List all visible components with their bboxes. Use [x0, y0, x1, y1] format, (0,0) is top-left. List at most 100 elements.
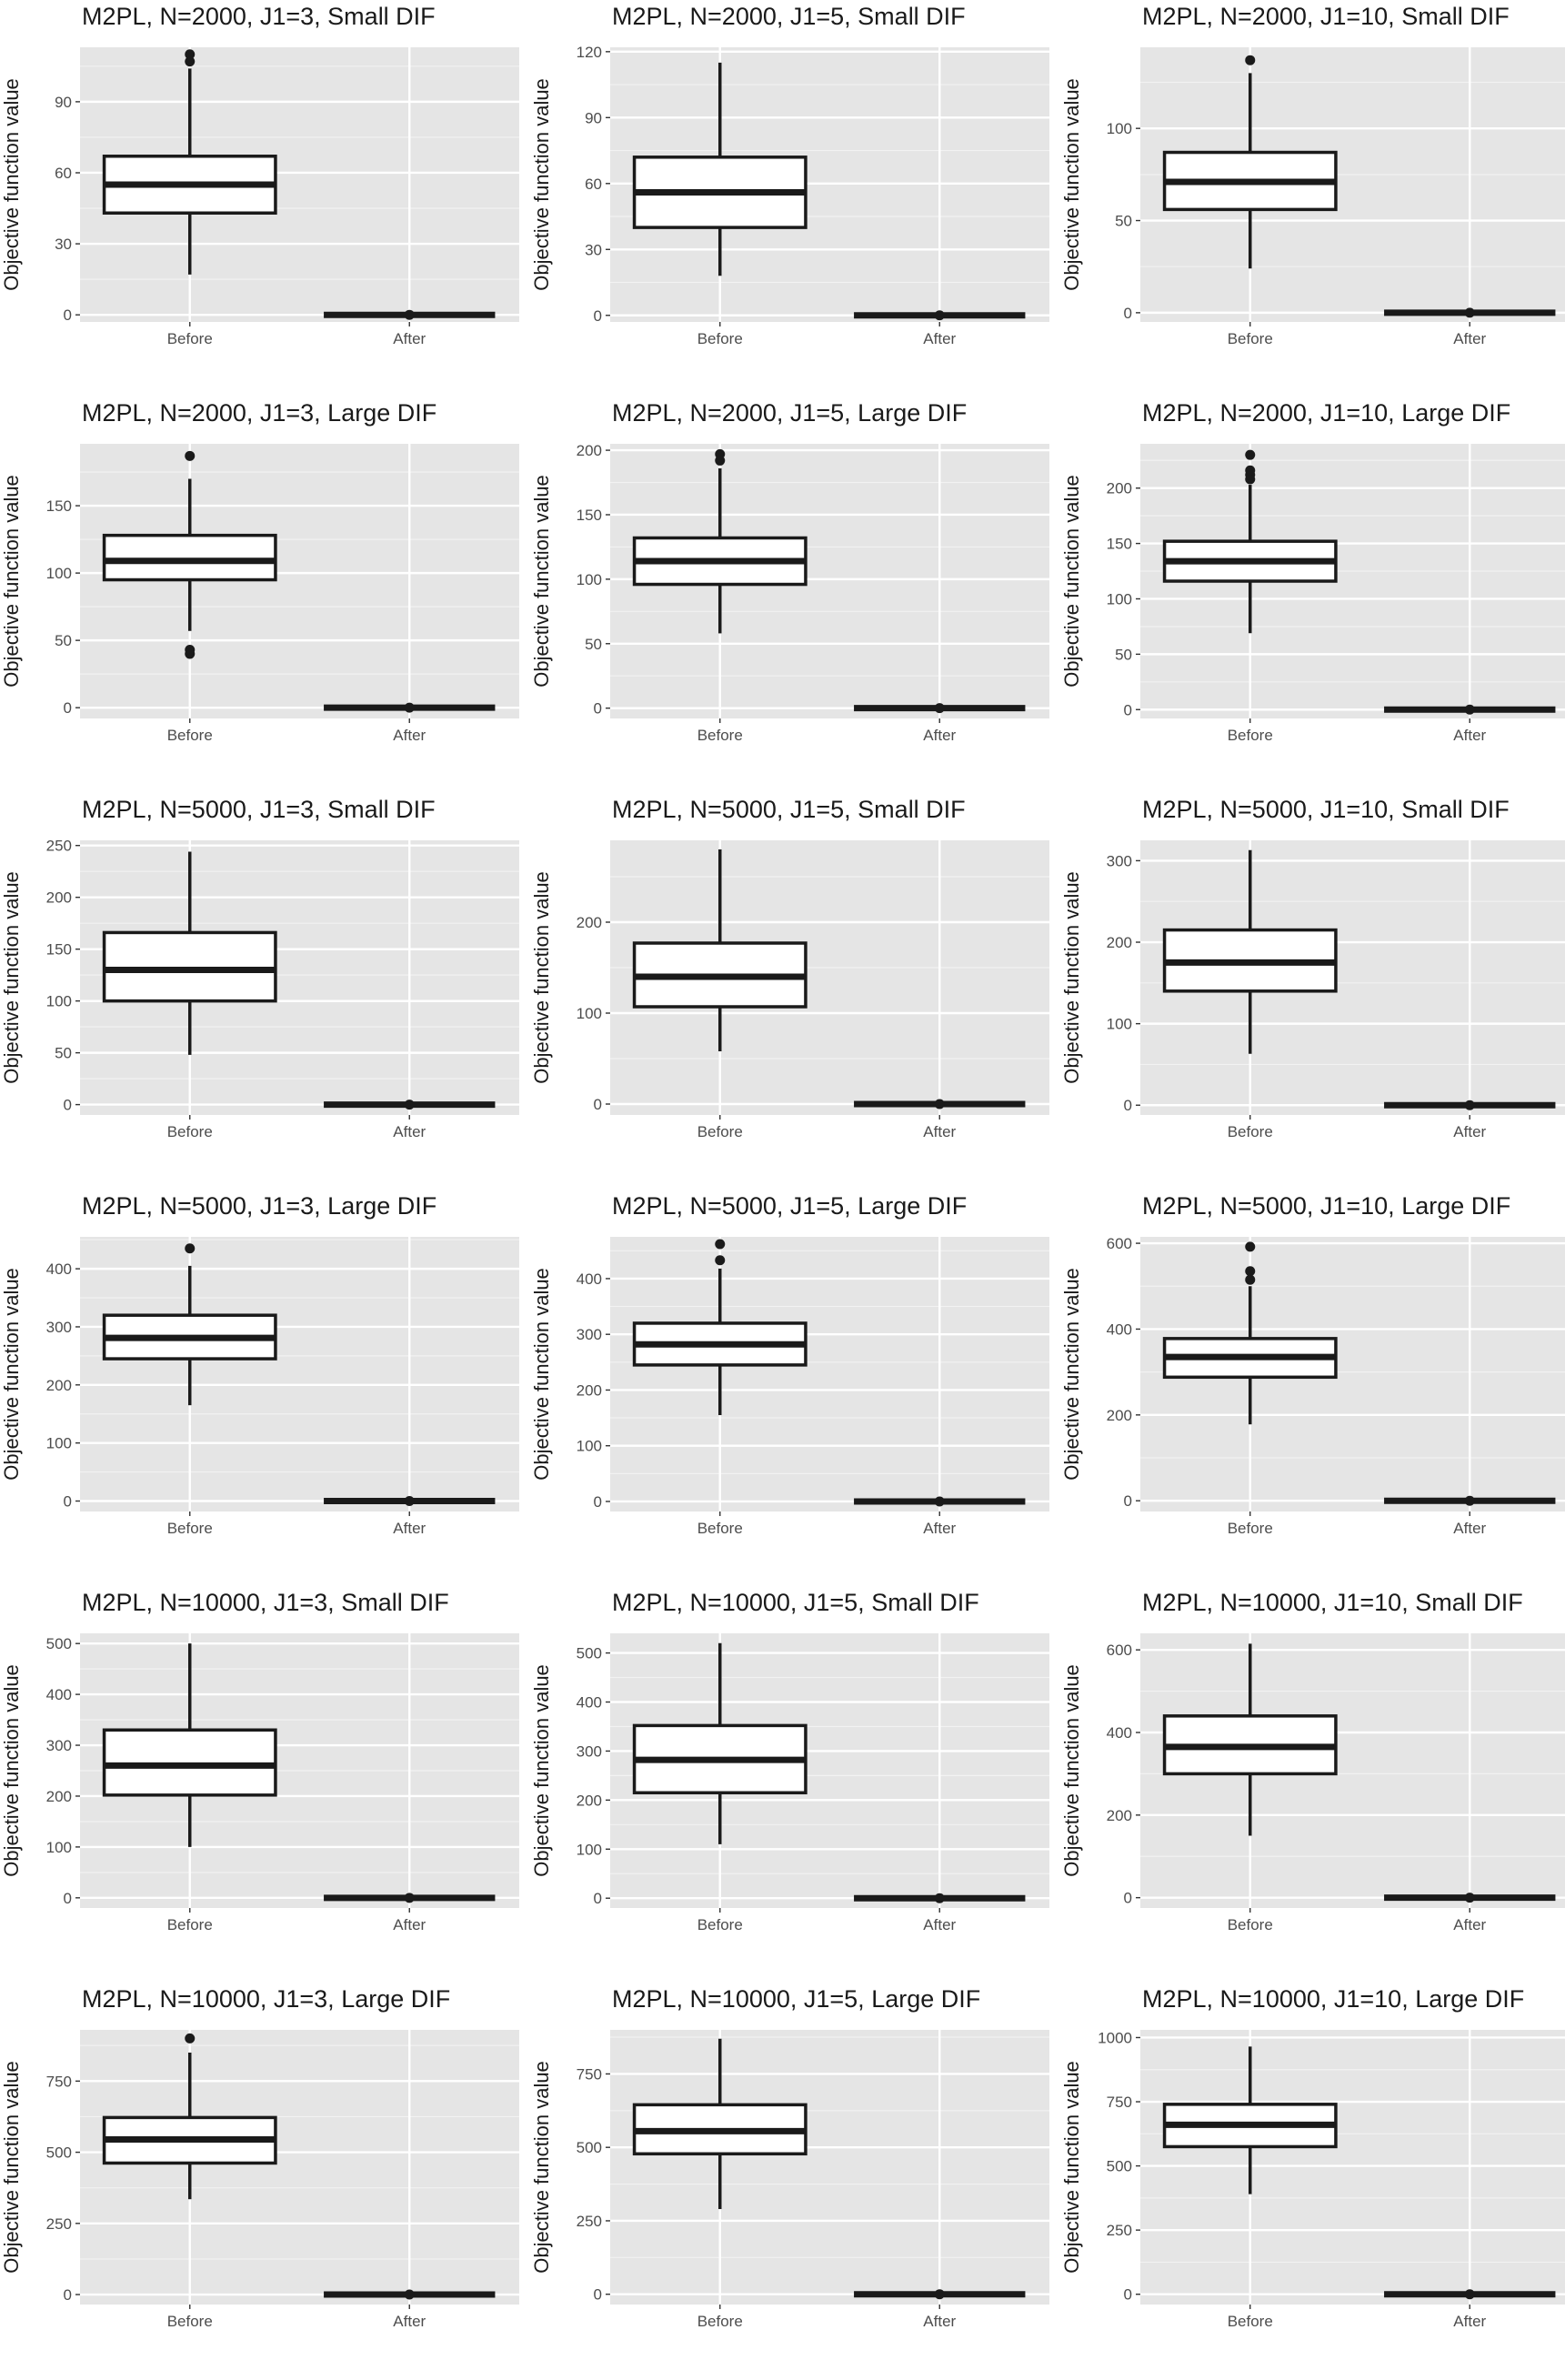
- outlier-point: [1245, 1266, 1256, 1277]
- y-tick-label: 0: [594, 1493, 602, 1511]
- box-after: [854, 1099, 1026, 1110]
- chart-title: M2PL, N=5000, J1=10, Large DIF: [1142, 1192, 1510, 1220]
- box-before: [632, 849, 808, 1051]
- outlier-point: [1245, 1274, 1256, 1285]
- chart-svg: M2PL, N=2000, J1=3, Large DIF Objective f…: [0, 399, 519, 744]
- y-tick-label: 0: [1124, 2286, 1132, 2304]
- y-tick-label: 400: [46, 1260, 72, 1278]
- y-tick-label: 150: [1107, 536, 1132, 553]
- chart-panel: M2PL, N=2000, J1=10, Small DIF Objective …: [1060, 0, 1565, 397]
- box-after: [1384, 307, 1556, 318]
- x-tick-label: Before: [167, 2313, 213, 2330]
- chart-svg: M2PL, N=10000, J1=5, Small DIF Objective …: [530, 1589, 1049, 1933]
- chart-title: M2PL, N=10000, J1=3, Small DIF: [82, 1589, 449, 1616]
- x-tick-label: Before: [167, 330, 213, 347]
- y-tick-label: 500: [1107, 2158, 1132, 2175]
- box-after: [1384, 1893, 1556, 1903]
- box-before: [102, 49, 277, 275]
- chart-panel: M2PL, N=2000, J1=3, Large DIF Objective f…: [0, 397, 521, 794]
- y-tick-label: 0: [64, 1097, 72, 1114]
- y-tick-label: 50: [1115, 213, 1132, 230]
- y-tick-label: 250: [1107, 2222, 1132, 2239]
- outlier-point: [185, 1243, 196, 1254]
- x-tick-label: After: [923, 330, 956, 347]
- x-tick-label: Before: [697, 727, 743, 744]
- y-axis-label: Objective function value: [530, 1268, 553, 1481]
- chart-svg: M2PL, N=5000, J1=5, Small DIF Objective f…: [530, 796, 1049, 1140]
- x-tick-label: After: [1453, 1916, 1486, 1933]
- chart-svg: M2PL, N=10000, J1=3, Small DIF Objective …: [0, 1589, 519, 1933]
- box-after: [854, 2289, 1026, 2300]
- x-tick-label: After: [923, 1520, 956, 1537]
- plot-background: [80, 2030, 519, 2305]
- box-before: [102, 2033, 277, 2200]
- y-axis-label: Objective function value: [530, 1664, 553, 1877]
- box-after: [1384, 2289, 1556, 2300]
- outlier-point: [934, 703, 945, 714]
- y-tick-label: 300: [577, 1742, 602, 1760]
- outlier-point: [404, 309, 415, 320]
- chart-panel: M2PL, N=10000, J1=3, Small DIF Objective …: [0, 1586, 521, 1983]
- box-before: [632, 1642, 808, 1844]
- y-tick-label: 750: [577, 2065, 602, 2083]
- outlier-point: [1464, 2289, 1475, 2300]
- chart-panel: M2PL, N=10000, J1=10, Small DIF Objective…: [1060, 1586, 1565, 1983]
- chart-svg: M2PL, N=5000, J1=3, Small DIF Objective f…: [0, 796, 519, 1140]
- y-tick-label: 0: [64, 2286, 72, 2304]
- y-tick-label: 200: [577, 442, 602, 459]
- x-tick-label: After: [393, 330, 426, 347]
- box-before: [102, 450, 277, 659]
- y-axis-label: Objective function value: [530, 78, 553, 291]
- plot-background: [610, 1237, 1049, 1511]
- y-tick-label: 300: [1107, 852, 1132, 869]
- y-tick-label: 0: [1124, 1890, 1132, 1907]
- box-after: [324, 1893, 496, 1903]
- y-tick-label: 200: [1107, 1807, 1132, 1824]
- chart-svg: M2PL, N=2000, J1=3, Small DIF Objective f…: [0, 3, 519, 347]
- box-before: [102, 851, 277, 1055]
- chart-title: M2PL, N=2000, J1=5, Large DIF: [612, 399, 967, 427]
- y-axis-label: Objective function value: [1060, 1268, 1083, 1481]
- x-tick-label: Before: [167, 1123, 213, 1140]
- outlier-point: [934, 2289, 945, 2300]
- y-tick-label: 0: [594, 700, 602, 718]
- y-tick-label: 100: [577, 1841, 602, 1858]
- x-tick-label: Before: [1228, 1520, 1273, 1537]
- y-tick-label: 50: [585, 636, 602, 653]
- y-axis-label: Objective function value: [0, 1268, 23, 1481]
- x-tick-label: After: [393, 2313, 426, 2330]
- x-tick-label: After: [923, 1123, 956, 1140]
- chart-panel: M2PL, N=10000, J1=3, Large DIF Objective …: [0, 1983, 521, 2380]
- box-before: [632, 448, 808, 634]
- box-before: [632, 1239, 808, 1416]
- x-tick-label: Before: [1228, 727, 1273, 744]
- y-tick-label: 50: [1115, 646, 1132, 663]
- x-tick-label: Before: [167, 727, 213, 744]
- y-tick-label: 30: [55, 236, 72, 253]
- y-tick-label: 250: [46, 838, 72, 855]
- y-tick-label: 200: [577, 914, 602, 931]
- box-after: [1384, 1100, 1556, 1110]
- x-tick-label: Before: [697, 1916, 743, 1933]
- outlier-point: [1464, 1100, 1475, 1110]
- box-before: [1162, 449, 1338, 634]
- chart-panel: M2PL, N=2000, J1=10, Large DIF Objective …: [1060, 397, 1565, 794]
- chart-panel: M2PL, N=5000, J1=10, Small DIF Objective …: [1060, 793, 1565, 1190]
- y-tick-label: 500: [577, 1645, 602, 1662]
- plot-background: [1140, 2030, 1565, 2305]
- chart-title: M2PL, N=10000, J1=10, Large DIF: [1142, 1985, 1524, 2013]
- outlier-point: [715, 1239, 726, 1250]
- y-tick-label: 150: [46, 941, 72, 959]
- chart-svg: M2PL, N=2000, J1=5, Small DIF Objective f…: [530, 3, 1049, 347]
- y-tick-label: 30: [585, 241, 602, 258]
- y-axis-label: Objective function value: [0, 78, 23, 291]
- x-tick-label: Before: [697, 2313, 743, 2330]
- outlier-point: [185, 450, 196, 461]
- y-tick-label: 600: [1107, 1235, 1132, 1252]
- outlier-point: [715, 1255, 726, 1266]
- y-tick-label: 100: [46, 565, 72, 582]
- y-tick-label: 200: [577, 1792, 602, 1809]
- x-tick-label: After: [923, 727, 956, 744]
- y-tick-label: 200: [46, 1788, 72, 1805]
- y-tick-label: 500: [577, 2139, 602, 2156]
